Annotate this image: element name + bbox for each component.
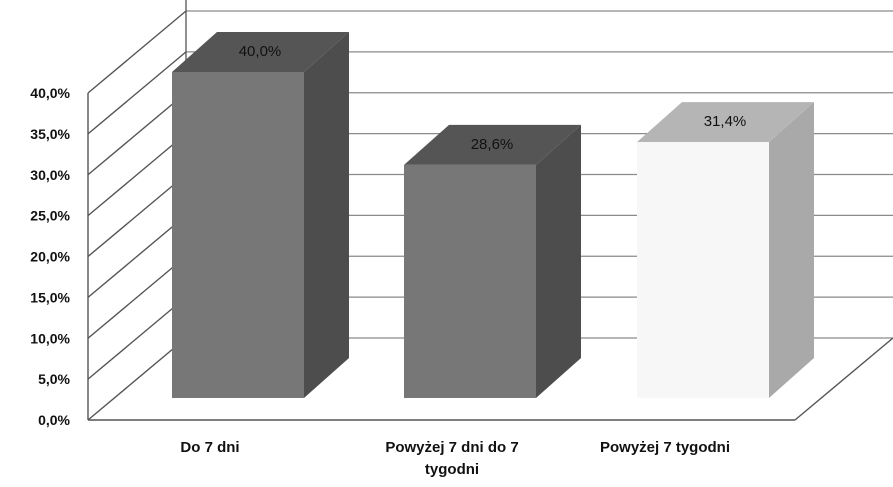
bar-front — [637, 142, 769, 398]
bar-front — [404, 165, 536, 398]
wall-diagonal — [88, 215, 186, 297]
x-category-label: Do 7 dni — [180, 439, 239, 456]
x-category-label: tygodni — [425, 461, 479, 478]
data-label: 40,0% — [239, 43, 282, 60]
y-tick-label: 10,0% — [30, 330, 70, 346]
x-category-label: Powyżej 7 tygodni — [600, 439, 730, 456]
y-tick-label: 15,0% — [30, 289, 70, 305]
bar-side — [536, 125, 581, 398]
data-label: 31,4% — [704, 113, 747, 130]
bar-side — [304, 32, 349, 398]
wall-diagonal — [88, 134, 186, 216]
wall-diagonal — [88, 93, 186, 175]
y-tick-label: 40,0% — [30, 85, 70, 101]
y-tick-label: 20,0% — [30, 249, 70, 265]
y-tick-label: 25,0% — [30, 208, 70, 224]
wall-diagonal — [88, 256, 186, 338]
bar — [404, 125, 581, 398]
wall-diagonal — [88, 11, 186, 93]
data-label: 28,6% — [471, 136, 514, 153]
x-category-label: Powyżej 7 dni do 7 — [385, 439, 518, 456]
bars — [172, 32, 814, 398]
bar — [637, 102, 814, 398]
bar-front — [172, 72, 304, 398]
bar-side — [769, 102, 814, 398]
wall-diagonal — [88, 338, 186, 420]
wall-diagonal — [88, 297, 186, 379]
wall-diagonal — [88, 52, 186, 134]
y-tick-label: 0,0% — [38, 412, 70, 428]
y-tick-label: 5,0% — [38, 371, 70, 387]
bar — [172, 32, 349, 398]
wall-diagonal — [88, 175, 186, 257]
y-tick-label: 35,0% — [30, 126, 70, 142]
y-tick-label: 30,0% — [30, 167, 70, 183]
